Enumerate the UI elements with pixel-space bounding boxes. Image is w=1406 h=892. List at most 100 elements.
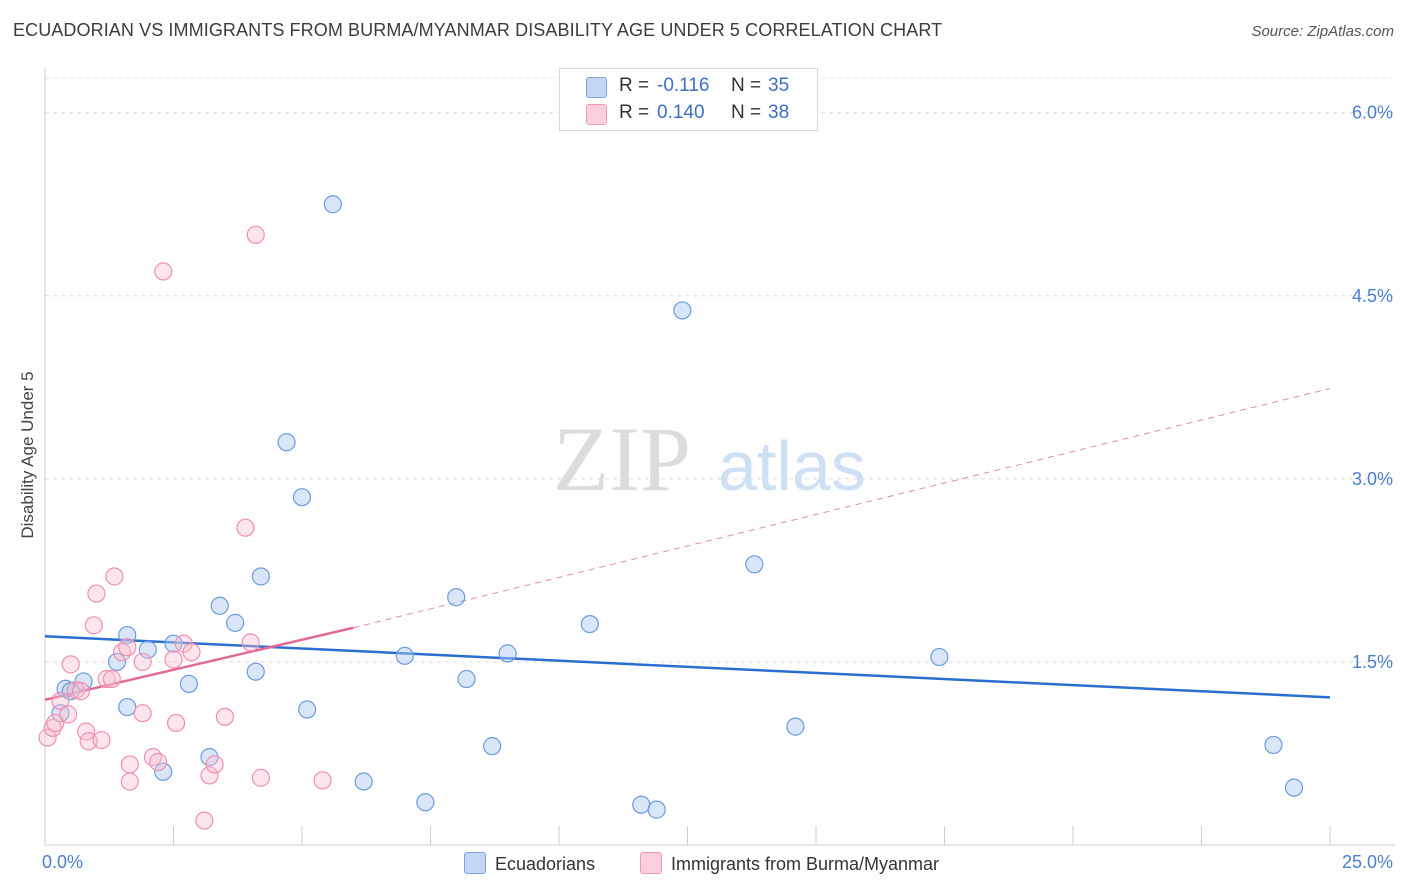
point-burma [61, 655, 80, 674]
legend-swatch-pink [640, 852, 662, 874]
point-burma [43, 718, 62, 737]
point-burma [143, 748, 163, 767]
point-burma [241, 633, 260, 652]
point-ecuadorian [323, 195, 342, 214]
y-tick-labels: 1.5% 3.0% 4.5% 6.0% [1352, 103, 1393, 672]
grid-lines [45, 77, 1395, 663]
point-burma [71, 682, 91, 701]
point-ecuadorian [745, 555, 764, 574]
stats-r-label: R = [619, 102, 650, 123]
source-label: Source: ZipAtlas.com [1251, 23, 1394, 40]
point-burma [215, 707, 234, 726]
legend-label: Ecuadorians [495, 854, 596, 874]
point-ecuadorian [118, 697, 137, 717]
stats-r-label: R = [619, 75, 650, 96]
point-burma [205, 755, 224, 774]
axes [44, 68, 1395, 846]
point-burma [120, 755, 139, 774]
point-ecuadorian [930, 647, 949, 667]
point-ecuadorian [647, 800, 666, 819]
stats-swatch-pink [586, 104, 607, 125]
point-burma [313, 771, 332, 790]
point-burma [164, 650, 183, 669]
y-tick-label: 4.5% [1352, 286, 1393, 306]
trend-line-burma [44, 626, 354, 701]
point-burma [148, 752, 168, 772]
legend-item-ecuadorians: Ecuadorians [464, 852, 595, 875]
point-burma [118, 638, 137, 657]
legend-swatch-blue [464, 852, 486, 874]
y-axis-label: Disability Age Under 5 [18, 371, 37, 539]
point-ecuadorian [277, 433, 296, 452]
legend-item-burma: Immigrants from Burma/Myanmar [640, 852, 939, 875]
watermark: ZIP atlas [553, 408, 866, 510]
watermark-atlas: atlas [718, 427, 866, 505]
point-burma [195, 811, 214, 830]
point-ecuadorian [210, 596, 229, 615]
point-ecuadorian [786, 717, 805, 736]
point-ecuadorian [246, 662, 265, 681]
point-burma [251, 768, 270, 787]
point-ecuadorian [632, 795, 651, 814]
point-ecuadorian [580, 614, 599, 634]
stats-n-label: N = [731, 102, 762, 123]
point-ecuadorian [298, 700, 317, 719]
y-tick-label: 3.0% [1352, 469, 1393, 489]
x-tick-min: 0.0% [42, 852, 84, 872]
point-ecuadorian [354, 772, 373, 791]
stats-n-label: N = [731, 75, 762, 96]
stats-r-value: 0.140 [657, 102, 705, 123]
point-ecuadorian [179, 674, 199, 693]
point-ecuadorian [1284, 778, 1304, 797]
point-burma [154, 262, 173, 281]
point-burma [92, 730, 111, 750]
point-ecuadorian [226, 613, 245, 632]
stats-swatch-blue [586, 77, 607, 98]
trend-line-ecuadorians [44, 635, 1331, 699]
point-burma [51, 691, 70, 711]
point-ecuadorian [292, 488, 312, 507]
point-burma [133, 652, 152, 672]
point-burma [166, 713, 186, 733]
y-tick-label: 1.5% [1352, 652, 1393, 672]
point-burma [38, 728, 57, 747]
point-burma [133, 704, 152, 723]
point-burma [102, 669, 121, 689]
chart-title: ECUADORIAN VS IMMIGRANTS FROM BURMA/MYAN… [13, 20, 943, 40]
point-burma [46, 713, 65, 733]
point-burma [120, 772, 139, 791]
point-burma [246, 225, 265, 244]
correlation-stats-box: R = -0.116 N = 35 R = 0.140 N = 38 [559, 68, 818, 131]
watermark-zip: ZIP [553, 408, 691, 510]
point-burma [59, 705, 78, 724]
stats-n-value: 38 [768, 102, 790, 123]
data-points [38, 195, 1304, 830]
point-ecuadorian [673, 301, 692, 320]
x-tick-max: 25.0% [1341, 852, 1393, 872]
point-ecuadorian [395, 646, 414, 665]
stats-n-value: 35 [768, 75, 790, 96]
point-burma [200, 766, 219, 785]
y-tick-label: 6.0% [1352, 103, 1393, 123]
point-burma [182, 643, 201, 662]
point-burma [84, 616, 103, 635]
trend-line-burma [353, 388, 1331, 629]
point-burma [236, 518, 255, 537]
point-burma [105, 567, 124, 586]
trend-lines [44, 388, 1331, 701]
point-burma [112, 643, 132, 662]
point-burma [97, 669, 116, 689]
point-ecuadorian [164, 634, 183, 653]
point-ecuadorian [447, 588, 466, 607]
point-ecuadorian [107, 652, 127, 672]
point-ecuadorian [154, 762, 173, 781]
point-burma [79, 732, 98, 751]
stats-r-value: -0.116 [657, 75, 710, 96]
point-ecuadorian [483, 737, 502, 756]
point-ecuadorian [251, 567, 270, 586]
point-ecuadorian [1264, 735, 1283, 755]
point-ecuadorian [498, 644, 517, 663]
point-ecuadorian [457, 669, 476, 689]
legend-label: Immigrants from Burma/Myanmar [671, 854, 940, 874]
